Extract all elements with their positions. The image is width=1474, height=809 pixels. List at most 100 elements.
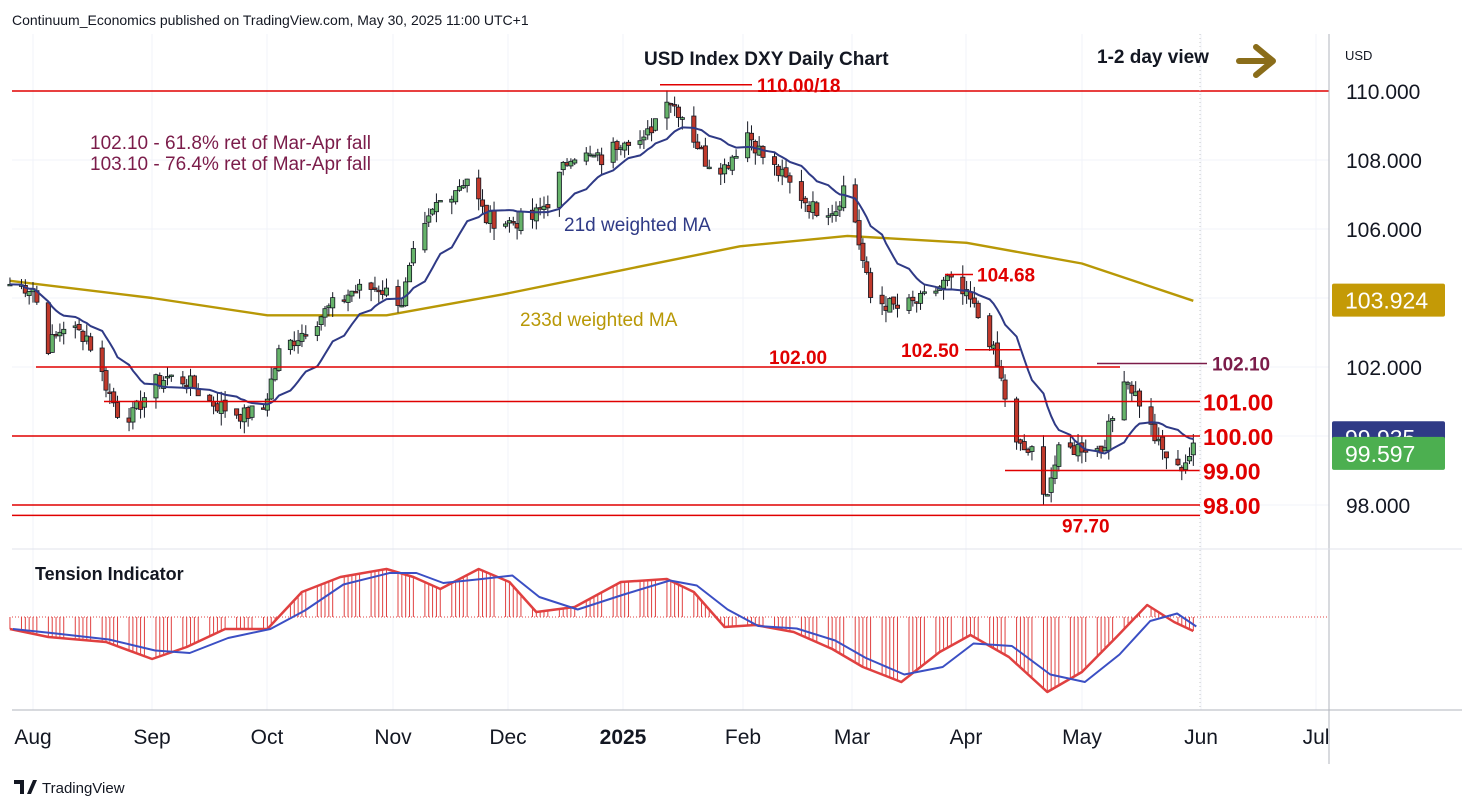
candle-body xyxy=(349,290,355,297)
candle-body xyxy=(422,222,428,251)
candle-body xyxy=(207,394,213,402)
candle-body xyxy=(1029,446,1035,452)
candle-body xyxy=(480,199,486,207)
candle-body xyxy=(760,146,766,158)
candle-body xyxy=(860,242,866,261)
candle-body xyxy=(318,316,324,326)
candle-body xyxy=(1014,398,1020,443)
candle-body xyxy=(476,177,482,200)
candle-body xyxy=(987,315,993,348)
x-tick-label: Mar xyxy=(834,726,870,749)
candle-body xyxy=(276,348,282,371)
candle-body xyxy=(1148,406,1154,425)
candle-body xyxy=(802,197,808,204)
candle-body xyxy=(637,140,643,145)
candle-body xyxy=(322,308,328,318)
candle-body xyxy=(1163,451,1169,459)
candle-body xyxy=(583,152,589,162)
candle-body xyxy=(161,380,167,389)
candle-body xyxy=(111,391,117,404)
candle-body xyxy=(841,185,847,209)
level-104-68-label: 104.68 xyxy=(977,266,1035,287)
candle-body xyxy=(706,166,712,170)
ma-233d-line xyxy=(9,234,1194,317)
candles xyxy=(7,90,1196,505)
candle-body xyxy=(314,326,320,336)
chart-title: USD Index DXY Daily Chart xyxy=(644,49,889,70)
tradingview-logo-icon xyxy=(14,780,37,794)
candle-body xyxy=(891,296,897,305)
candle-body xyxy=(395,286,401,306)
candle-body xyxy=(560,161,566,171)
x-tick-label: Feb xyxy=(725,726,761,749)
candle-body xyxy=(675,106,681,118)
indicator-slow-line xyxy=(12,572,1197,683)
candle-body xyxy=(299,332,305,342)
x-tick-label: Jun xyxy=(1184,726,1218,749)
time-axis: Aug Sep Oct Nov Dec 2025 Feb Mar Apr May Jun Jul xyxy=(14,726,1329,749)
x-tick-label: Jul xyxy=(1303,726,1330,749)
annotation-61-8: 102.10 - 61.8% ret of Mar-Apr fall xyxy=(90,133,371,154)
candle-body xyxy=(679,117,685,120)
candle-body xyxy=(410,248,416,264)
candle-body xyxy=(456,186,462,191)
candle-body xyxy=(868,272,874,298)
candle-body xyxy=(357,283,363,291)
candle-body xyxy=(599,154,605,166)
candle-body xyxy=(1044,494,1050,497)
candle-body xyxy=(1125,382,1131,385)
candle-body xyxy=(115,402,121,418)
candle-body xyxy=(626,141,632,146)
candle-body xyxy=(1190,442,1196,456)
candle-body xyxy=(1052,464,1058,479)
candle-body xyxy=(407,264,413,283)
candle-body xyxy=(164,376,170,379)
candle-body xyxy=(772,156,778,165)
y-tick-label: 102.000 xyxy=(1346,357,1422,380)
candle-body xyxy=(664,101,670,119)
x-tick-label: Dec xyxy=(489,726,526,749)
candle-body xyxy=(798,181,804,201)
candle-body xyxy=(668,102,674,106)
candle-body xyxy=(272,368,278,381)
candle-body xyxy=(814,202,820,216)
candle-body xyxy=(22,284,28,294)
candle-body xyxy=(437,200,443,203)
candle-body xyxy=(641,136,647,141)
candle-body xyxy=(622,142,628,151)
candle-body xyxy=(918,292,924,304)
candle-body xyxy=(595,152,601,156)
candle-body xyxy=(783,167,789,178)
price-axis: 110.000 108.000 106.000 102.000 98.000 xyxy=(1346,81,1422,518)
candle-body xyxy=(941,279,947,289)
candle-body xyxy=(503,223,509,227)
candle-body xyxy=(722,164,728,175)
level-100-label: 100.00 xyxy=(1203,424,1273,450)
candle-body xyxy=(1175,458,1181,466)
candle-body xyxy=(180,376,186,385)
candle-body xyxy=(433,202,439,213)
candle-body xyxy=(864,261,870,273)
candle-body xyxy=(234,408,240,416)
candle-body xyxy=(825,215,831,218)
candle-body xyxy=(88,336,94,351)
published-line: Continuum_Economics published on Trading… xyxy=(12,12,529,28)
candle-body xyxy=(26,291,32,296)
candle-body xyxy=(510,221,516,224)
candle-body xyxy=(130,407,136,423)
candle-body xyxy=(748,132,754,141)
y-tick-label: 108.000 xyxy=(1346,150,1422,173)
candle-body xyxy=(1129,384,1135,394)
candle-body xyxy=(587,153,593,156)
price-badge: 103.924 xyxy=(1332,283,1445,317)
candle-body xyxy=(879,294,885,305)
candle-body xyxy=(733,155,739,159)
candle-body xyxy=(103,370,109,391)
candle-body xyxy=(591,155,597,158)
levels: 110.00/18 104.68 102.50 102.10 102.00 101.00 1… xyxy=(12,76,1329,537)
candle-body xyxy=(1048,477,1054,493)
candle-body xyxy=(168,374,174,377)
candle-body xyxy=(268,378,274,400)
